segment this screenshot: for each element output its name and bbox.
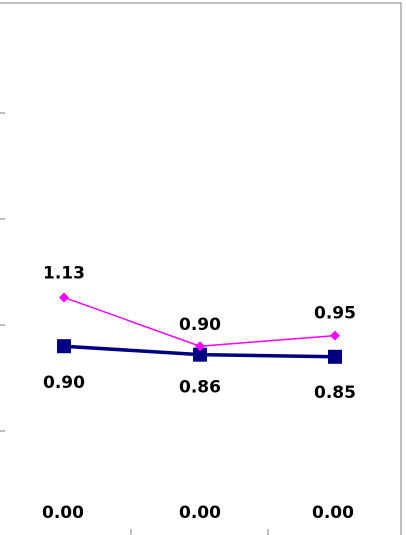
- data-label: 0.95: [314, 304, 356, 324]
- baseline-labels: 0.00 0.00 0.00: [42, 503, 354, 523]
- data-label: 0.90: [179, 315, 221, 335]
- baseline-label: 0.00: [179, 503, 221, 523]
- data-label: 1.13: [43, 263, 85, 283]
- series-layer: 0.90 0.86 0.85 1.13 0.90 0.95: [43, 263, 356, 402]
- baseline-label: 0.00: [42, 503, 84, 523]
- x-axis-ticks: [130, 529, 269, 535]
- data-point: [330, 330, 340, 341]
- baseline-label: 0.00: [312, 503, 354, 523]
- data-label: 0.86: [179, 378, 221, 398]
- data-point: [328, 349, 342, 364]
- series-1: 0.90 0.86 0.85: [43, 339, 356, 403]
- data-point: [193, 347, 207, 362]
- data-point: [59, 292, 69, 303]
- series-0: 1.13 0.90 0.95: [43, 263, 356, 352]
- data-point: [195, 341, 205, 352]
- y-axis-ticks: [0, 112, 5, 432]
- data-label: 0.90: [43, 373, 85, 393]
- data-point: [57, 339, 71, 354]
- data-label: 0.85: [314, 383, 356, 403]
